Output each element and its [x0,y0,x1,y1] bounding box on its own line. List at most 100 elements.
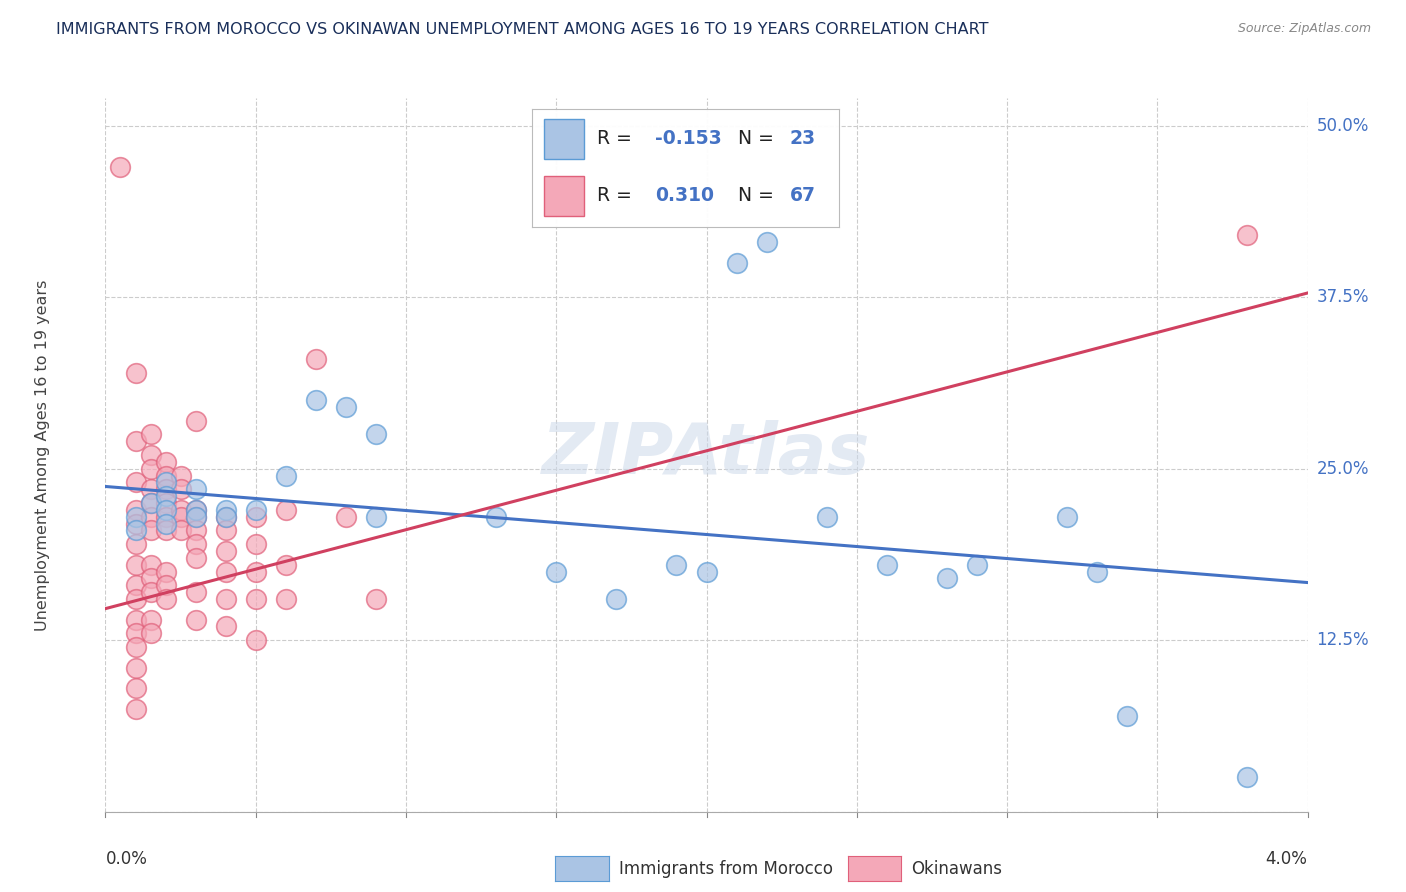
Point [124,434,146,449]
Point [1236,228,1258,243]
Point [184,585,207,599]
Text: Okinawans: Okinawans [911,860,1002,878]
Point [155,578,177,592]
Point [169,524,191,538]
Point [1116,708,1139,723]
Point [214,565,236,579]
Point [364,427,387,442]
Text: ZIPAtlas: ZIPAtlas [543,420,870,490]
Point [139,585,162,599]
Text: Source: ZipAtlas.com: Source: ZipAtlas.com [1237,22,1371,36]
Point [184,509,207,524]
Point [1236,771,1258,785]
Point [665,558,688,572]
Point [124,681,146,696]
Point [169,468,191,483]
Point [155,503,177,517]
Point [245,537,267,551]
Point [546,565,568,579]
Bar [544,119,585,159]
Text: 25.0%: 25.0% [1316,459,1369,477]
Point [214,503,236,517]
Point [184,537,207,551]
Point [305,392,328,407]
Point [274,468,297,483]
Point [335,400,357,414]
Point [124,558,146,572]
Point [214,509,236,524]
Point [245,592,267,607]
Point [139,613,162,627]
Point [169,482,191,496]
Point [139,626,162,640]
Point [364,592,387,607]
Point [245,633,267,648]
Text: -0.153: -0.153 [655,128,721,148]
Point [124,366,146,380]
Point [155,496,177,510]
Point [184,613,207,627]
Point [124,475,146,490]
Text: N =: N = [738,186,779,205]
Point [155,468,177,483]
Point [605,592,627,607]
Point [139,482,162,496]
Bar [544,176,585,216]
Text: 4.0%: 4.0% [1265,850,1308,868]
Point [124,516,146,531]
Point [214,509,236,524]
Point [485,509,508,524]
Point [966,558,988,572]
Text: 23: 23 [790,128,815,148]
Point [214,524,236,538]
Point [139,496,162,510]
Point [139,524,162,538]
Text: 0.310: 0.310 [655,186,714,205]
Text: 37.5%: 37.5% [1316,288,1369,306]
Text: N =: N = [738,128,779,148]
Point [124,702,146,716]
Point [155,524,177,538]
Point [124,626,146,640]
Point [139,558,162,572]
Point [155,516,177,531]
Text: Unemployment Among Ages 16 to 19 years: Unemployment Among Ages 16 to 19 years [35,279,51,631]
Text: 0.0%: 0.0% [105,850,148,868]
Point [274,503,297,517]
Text: R =: R = [596,128,637,148]
Point [110,160,132,174]
Point [155,455,177,469]
Point [184,503,207,517]
Point [245,565,267,579]
Point [155,489,177,503]
Text: Immigrants from Morocco: Immigrants from Morocco [619,860,832,878]
Point [335,509,357,524]
Point [696,565,718,579]
Point [155,509,177,524]
Point [155,482,177,496]
Point [274,558,297,572]
Point [184,482,207,496]
Point [876,558,898,572]
Point [139,496,162,510]
Point [214,592,236,607]
Point [124,660,146,674]
Point [155,592,177,607]
Point [305,351,328,366]
Point [169,503,191,517]
Point [184,503,207,517]
Point [155,565,177,579]
Point [124,578,146,592]
Point [139,461,162,475]
Point [124,613,146,627]
Text: 67: 67 [790,186,815,205]
Point [124,640,146,654]
Text: R =: R = [596,186,644,205]
Point [184,550,207,565]
Point [725,256,748,270]
Text: 50.0%: 50.0% [1316,117,1369,135]
Point [364,509,387,524]
Point [245,509,267,524]
Point [169,509,191,524]
Point [124,537,146,551]
